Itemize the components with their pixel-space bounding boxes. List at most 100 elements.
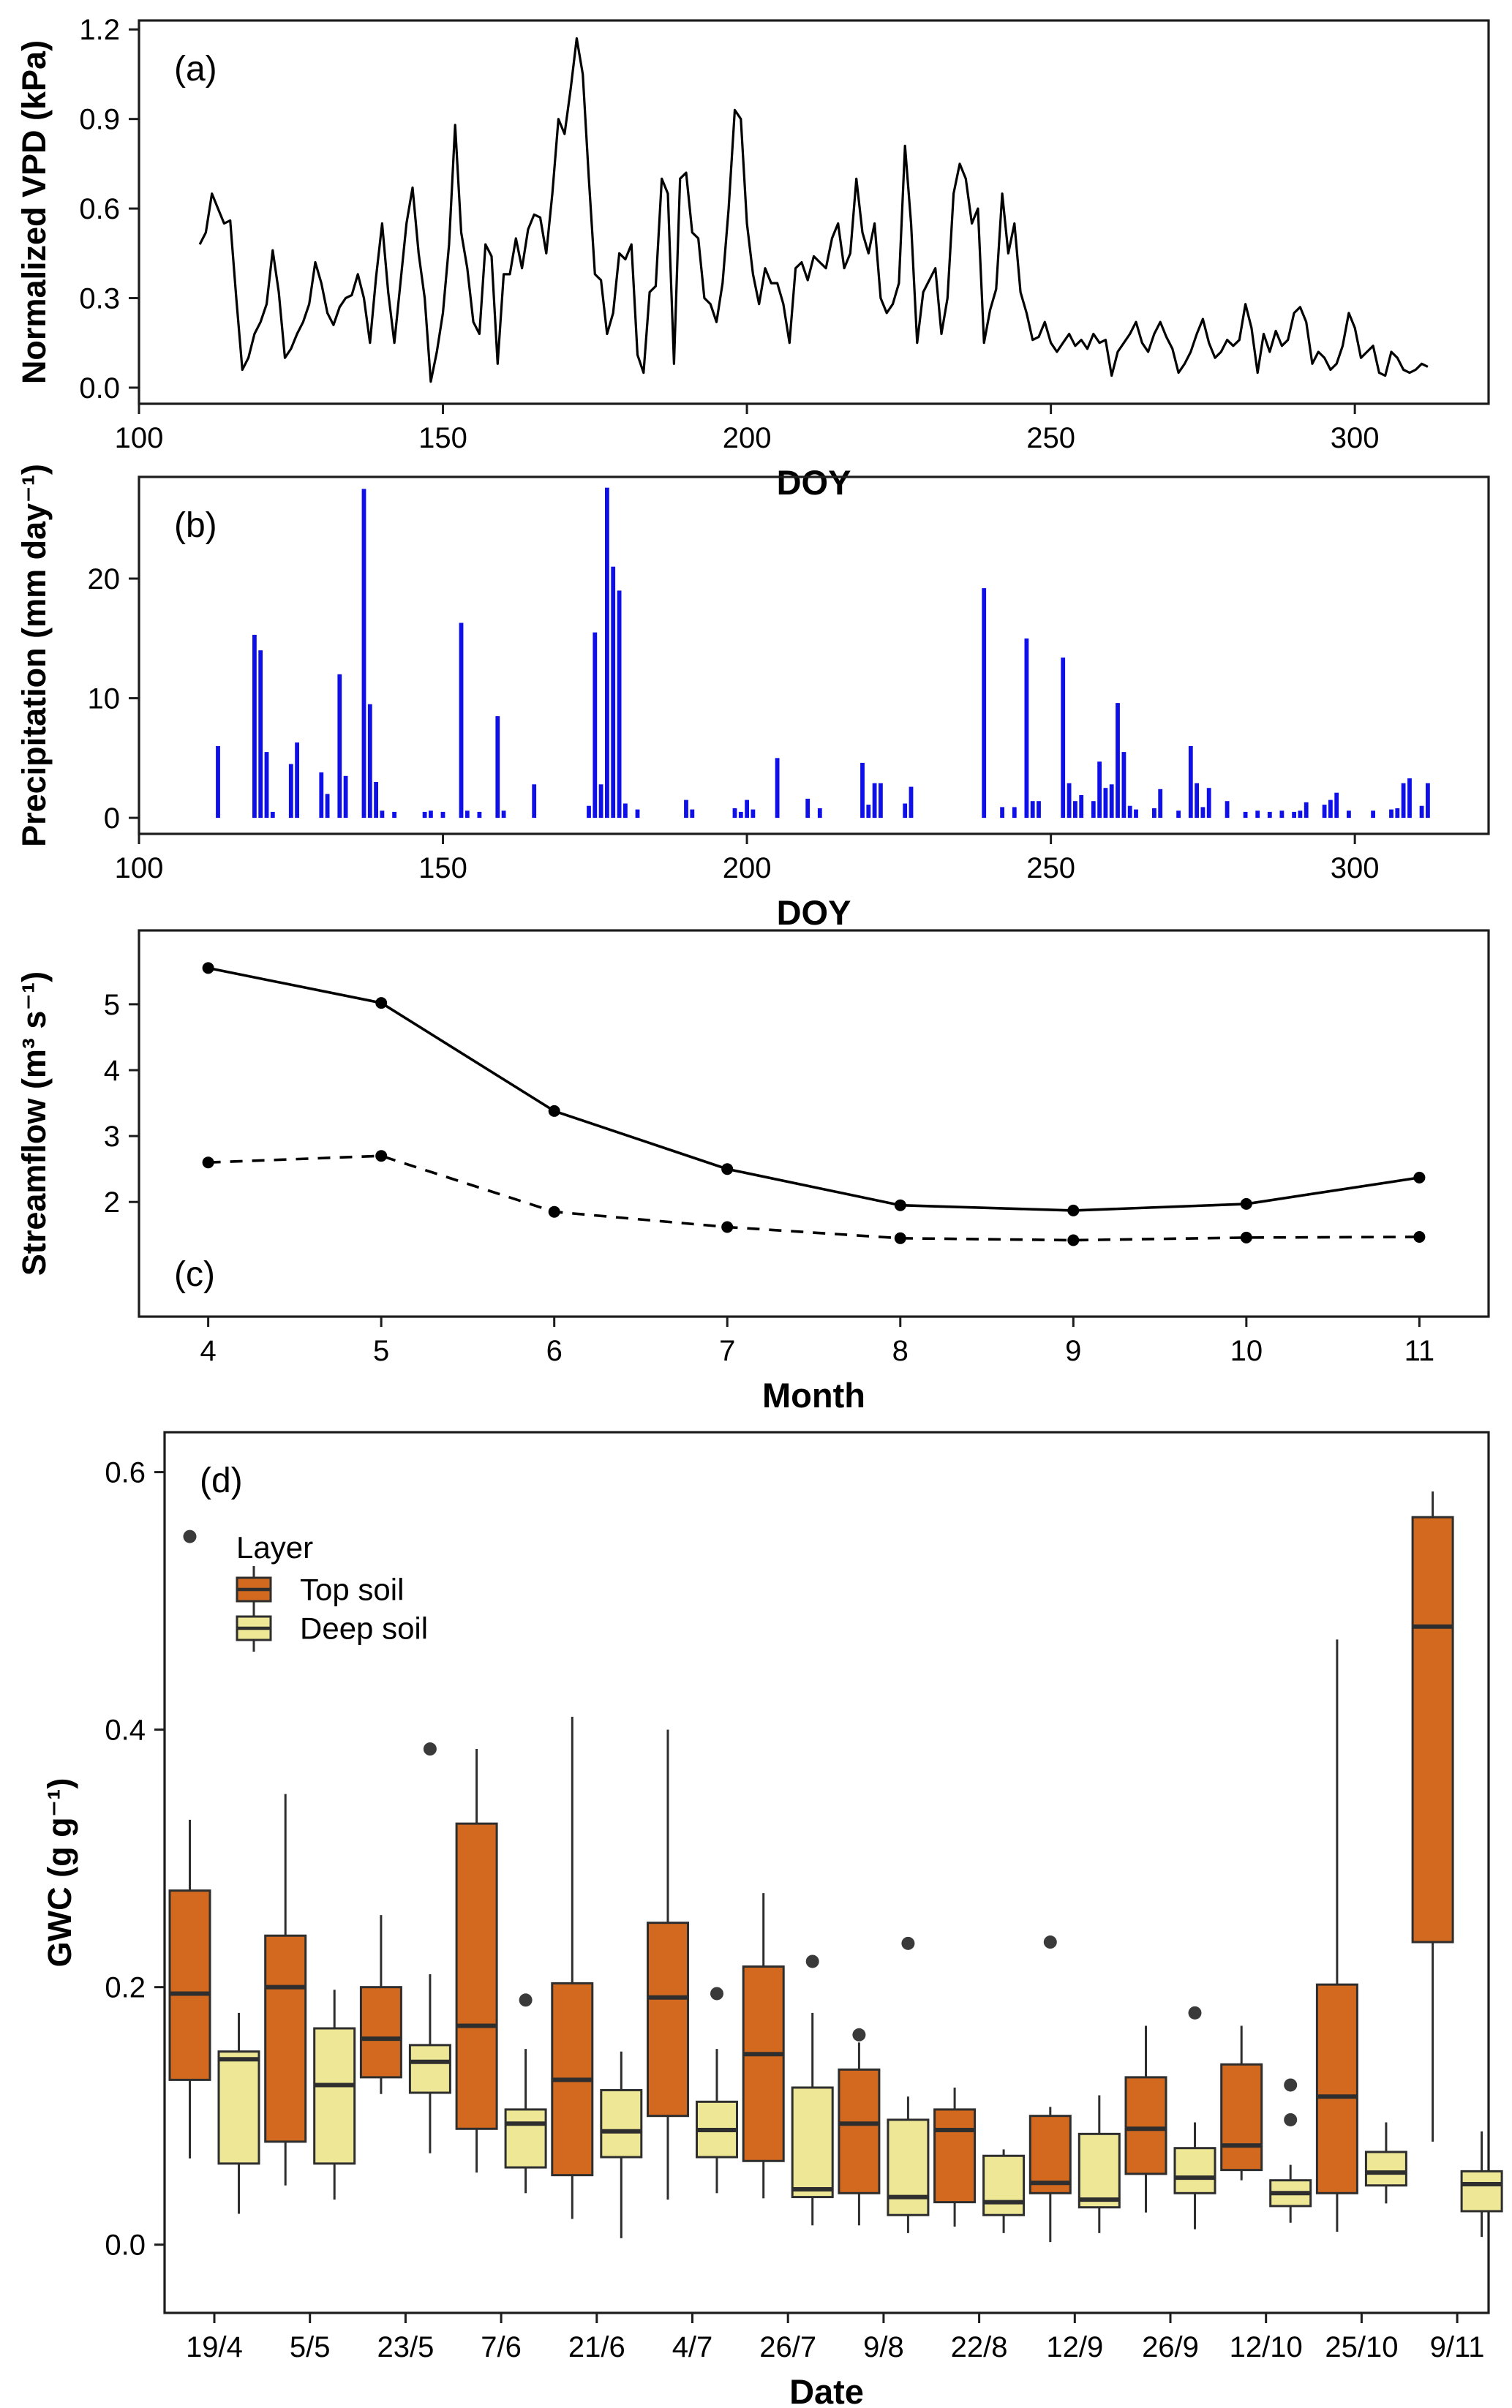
box-iqr <box>933 2108 977 2204</box>
y-tick-label: 0.2 <box>105 1972 146 2004</box>
precip-bar <box>374 782 378 819</box>
y-tick-label: 3 <box>104 1121 120 1153</box>
precip-bar <box>1024 638 1029 819</box>
precip-bar <box>879 783 883 819</box>
outlier-point <box>852 2028 866 2042</box>
streamflow-point <box>1240 1231 1252 1243</box>
outlier-point <box>183 1530 197 1543</box>
panel-a-normalized-vpd: 100 150 200 250 300 DOY 0.0 0.3 0.6 0.9 1.2 Normali… <box>15 14 1490 502</box>
box-iqr <box>1364 2151 1407 2187</box>
outlier-point <box>805 1954 819 1968</box>
streamflow-solid-line <box>208 966 1420 1212</box>
precip-bar <box>732 808 737 819</box>
box-iqr <box>455 1822 498 2130</box>
precip-bar <box>1152 808 1156 819</box>
precip-bar <box>1426 783 1430 819</box>
panel-c-streamflow: 4 5 6 7 8 9 10 11 Month 2 3 4 5 Streamflow (m³ s⁻¹) (c… <box>15 929 1490 1415</box>
boxplot-top-soil-9-11 <box>1411 1491 1454 2142</box>
precip-bar <box>1267 811 1272 819</box>
box-iqr <box>1028 2115 1072 2194</box>
x-tick-label-date: 19/4 <box>186 2331 243 2363</box>
outlier-point <box>901 1936 915 1950</box>
precip-bar <box>1395 808 1400 819</box>
precip-bar <box>635 809 640 818</box>
outlier-point <box>519 1993 533 2007</box>
boxplot-deep-soil-9-11 <box>1460 2131 1503 2238</box>
box-iqr <box>1220 2063 1263 2172</box>
legend-key-deep-soil: Deep soil <box>236 1605 428 1652</box>
y-tick-label: 0 <box>104 802 120 835</box>
box-iqr <box>791 2086 834 2199</box>
box-iqr <box>1460 2170 1503 2213</box>
precip-bar <box>1176 810 1181 819</box>
precip-bar <box>325 794 330 819</box>
streamflow-dashed-line <box>208 1154 1420 1242</box>
precip-bar <box>1037 801 1041 819</box>
boxplot-top-soil-19-4 <box>168 1530 211 2159</box>
box-iqr <box>313 2027 356 2165</box>
precip-bar <box>866 805 871 819</box>
precip-bar <box>1304 802 1309 819</box>
streamflow-point <box>202 1156 214 1169</box>
precip-bar <box>1195 783 1199 819</box>
precip-bar <box>1116 703 1120 819</box>
precip-bar <box>337 674 342 818</box>
precip-bar <box>1067 783 1072 819</box>
boxplot-deep-soil-7-6 <box>504 1993 547 2194</box>
box-iqr <box>168 1889 211 2081</box>
precip-bar <box>1225 801 1230 819</box>
y-axis-title: Precipitation (mm day⁻¹) <box>15 464 53 847</box>
precip-bar <box>252 634 257 819</box>
box-iqr <box>504 2108 547 2169</box>
legend-entry-label: Deep soil <box>300 1611 428 1646</box>
boxplot-top-soil-7-6 <box>455 1749 498 2173</box>
precip-bar <box>909 786 914 819</box>
x-tick-label: 300 <box>1331 422 1380 454</box>
x-tick-label-date: 22/8 <box>951 2331 1008 2363</box>
box-iqr <box>217 2050 260 2165</box>
panel-border <box>163 1431 1490 2314</box>
precip-bar <box>1073 801 1077 819</box>
streamflow-point <box>1413 1171 1426 1184</box>
x-tick-label: 8 <box>892 1335 909 1367</box>
boxplot-top-soil-5-5 <box>264 1794 307 2186</box>
panel-tag: (a) <box>174 50 217 89</box>
panel-border <box>138 929 1490 1318</box>
precip-bar <box>319 772 324 818</box>
boxplot-deep-soil-25-10 <box>1364 2122 1407 2204</box>
boxplot-top-soil-4-7 <box>647 1729 689 2200</box>
x-tick-label: 11 <box>1404 1335 1435 1367</box>
precip-bar <box>611 566 616 819</box>
precip-bar <box>422 811 427 819</box>
precip-bar <box>295 742 299 819</box>
precip-bar <box>1079 795 1084 819</box>
outlier-point <box>1043 1935 1057 1949</box>
panel-b-precipitation: 100 150 200 250 300 DOY 0 10 20 Precipitation (mm… <box>15 464 1490 932</box>
legend-entry-label: Top soil <box>300 1573 404 1607</box>
precip-bar <box>1419 805 1424 819</box>
box-iqr <box>408 2044 451 2094</box>
x-tick-label-date: 26/7 <box>759 2331 816 2363</box>
y-tick-label: 0.0 <box>105 2230 146 2262</box>
precip-bar <box>1091 801 1096 819</box>
x-axis-title: Month <box>762 1376 865 1415</box>
precip-bar <box>264 752 269 818</box>
x-tick-label-date: 4/7 <box>672 2331 713 2363</box>
panel-tag: (b) <box>174 506 217 545</box>
streamflow-point <box>1413 1231 1426 1243</box>
streamflow-point <box>1240 1197 1252 1210</box>
boxplot-deep-soil-12-10 <box>1269 2078 1312 2223</box>
box-iqr <box>647 1922 689 2118</box>
y-tick-label: 20 <box>88 563 121 595</box>
x-axis-title: Date <box>789 2372 864 2404</box>
precip-bar <box>593 632 598 819</box>
precip-bar <box>464 810 470 819</box>
boxplot-deep-soil-26-7 <box>791 1954 834 2226</box>
x-tick-label: 7 <box>719 1335 735 1367</box>
x-tick-label: 250 <box>1026 852 1075 884</box>
precip-bar <box>1334 792 1339 818</box>
precip-bar <box>805 798 810 819</box>
x-tick-label: 200 <box>723 422 772 454</box>
boxplot-deep-soil-9-8 <box>887 1936 930 2233</box>
legend-layer: Layer Top soil Deep soil <box>236 1530 428 1652</box>
